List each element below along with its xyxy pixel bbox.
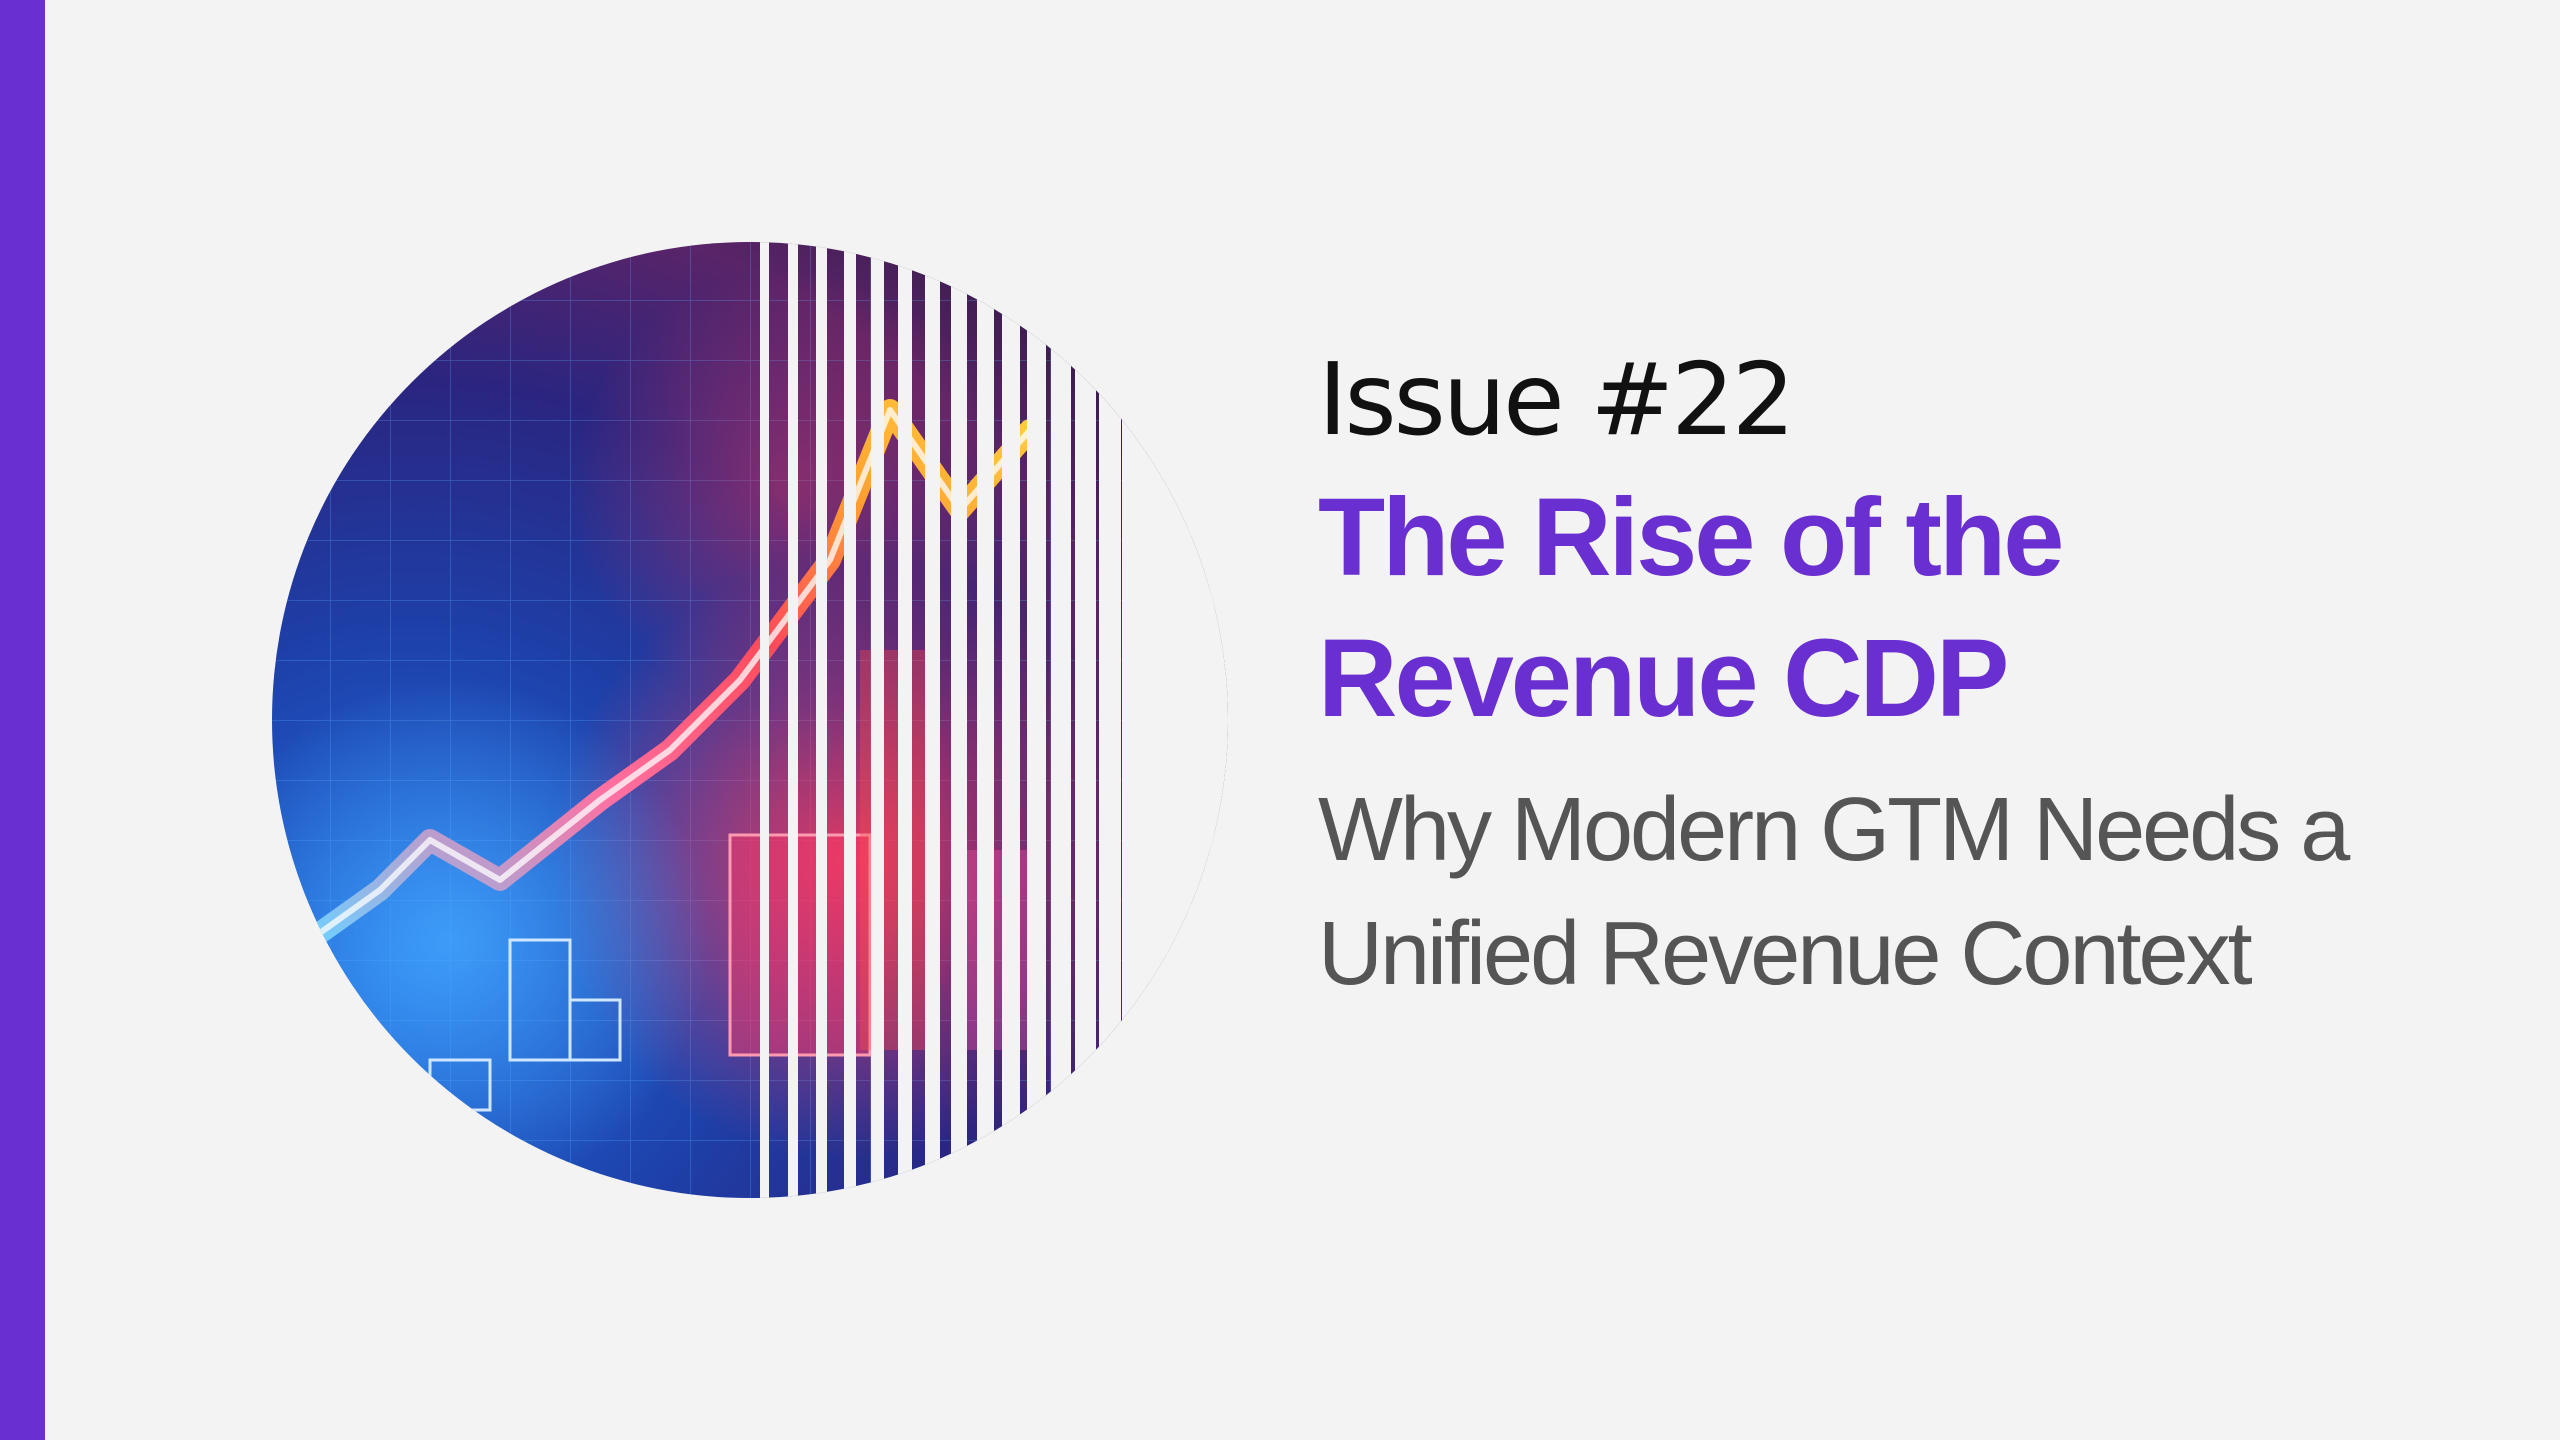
headline: The Rise of the Revenue CDP [1318,468,2468,750]
subtitle-line-1: Why Modern GTM Needs a [1318,779,2350,880]
headline-line-1: The Rise of the [1318,476,2064,599]
title-block: Issue #22 The Rise of the Revenue CDP Wh… [1318,340,2468,1016]
issue-number: Issue #22 [1318,341,1795,458]
headline-line-2: Revenue CDP [1318,616,2009,740]
subtitle: Why Modern GTM Needs a Unified Revenue C… [1318,768,2468,1016]
rising-chart-illustration [272,242,1228,1198]
subtitle-line-2: Unified Revenue Context [1318,903,2253,1004]
accent-bar [0,0,45,1440]
